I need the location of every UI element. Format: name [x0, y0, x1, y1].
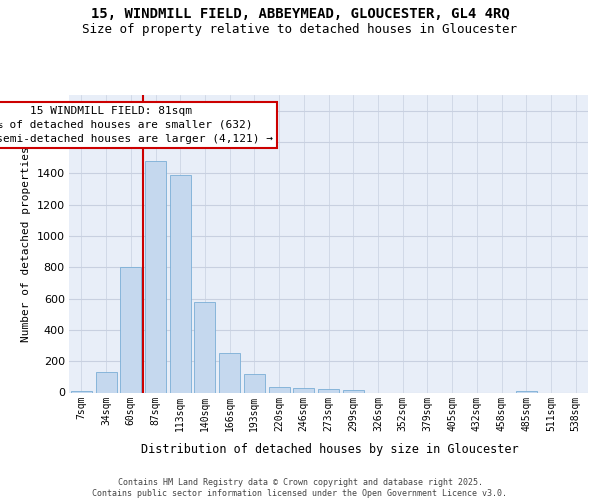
Bar: [120, 267, 141, 392]
Y-axis label: Number of detached properties: Number of detached properties: [21, 146, 31, 342]
Bar: [269, 387, 290, 392]
Text: Distribution of detached houses by size in Gloucester: Distribution of detached houses by size …: [141, 442, 519, 456]
Bar: [71, 391, 92, 392]
Text: Contains HM Land Registry data © Crown copyright and database right 2025.
Contai: Contains HM Land Registry data © Crown c…: [92, 478, 508, 498]
Bar: [516, 390, 537, 392]
Bar: [170, 175, 191, 392]
Bar: [343, 390, 364, 392]
Text: 15 WINDMILL FIELD: 81sqm
← 13% of detached houses are smaller (632)
86% of semi-: 15 WINDMILL FIELD: 81sqm ← 13% of detach…: [0, 106, 273, 144]
Bar: [219, 354, 240, 393]
Text: 15, WINDMILL FIELD, ABBEYMEAD, GLOUCESTER, GL4 4RQ: 15, WINDMILL FIELD, ABBEYMEAD, GLOUCESTE…: [91, 8, 509, 22]
Bar: [194, 302, 215, 392]
Bar: [244, 374, 265, 392]
Bar: [318, 388, 339, 392]
Bar: [293, 388, 314, 392]
Text: Size of property relative to detached houses in Gloucester: Size of property relative to detached ho…: [83, 22, 517, 36]
Bar: [145, 161, 166, 392]
Bar: [95, 372, 116, 392]
